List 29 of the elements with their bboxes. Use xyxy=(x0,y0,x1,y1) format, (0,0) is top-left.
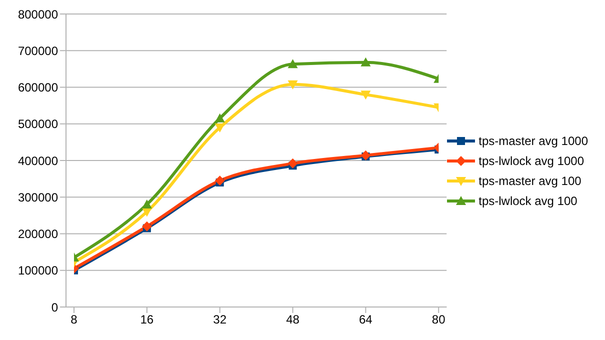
x-tick-label: 8 xyxy=(70,312,78,327)
point xyxy=(214,124,225,133)
y-tick-label: 300000 xyxy=(18,190,58,204)
point xyxy=(214,176,225,186)
y-tick-label: 400000 xyxy=(18,154,58,168)
x-tick-label: 64 xyxy=(359,312,373,327)
legend-label: tps-lwlock avg 1000 xyxy=(478,154,584,168)
legend-label: tps-master avg 100 xyxy=(478,174,582,188)
y-tick-label: 0 xyxy=(51,300,58,314)
y-tick-label: 200000 xyxy=(18,227,58,242)
x-tick-label: 32 xyxy=(213,312,227,327)
point xyxy=(142,221,152,232)
y-tick-label: 500000 xyxy=(18,117,58,132)
y-tick-label: 700000 xyxy=(18,44,58,58)
y-tick-label: 100000 xyxy=(18,264,58,278)
y-tick-label: 600000 xyxy=(18,80,58,95)
point xyxy=(288,80,298,90)
point xyxy=(214,113,225,122)
legend-label: tps-master avg 1000 xyxy=(478,134,588,148)
x-tick-label: 16 xyxy=(140,312,154,327)
point xyxy=(360,57,371,66)
point xyxy=(288,59,298,68)
x-tick-label: 80 xyxy=(432,312,446,327)
x-tick-label: 48 xyxy=(286,312,300,327)
y-tick-label: 800000 xyxy=(18,7,58,22)
legend-label: tps-lwlock avg 100 xyxy=(478,194,578,208)
point xyxy=(288,158,298,168)
point xyxy=(360,90,371,100)
point xyxy=(142,199,152,208)
